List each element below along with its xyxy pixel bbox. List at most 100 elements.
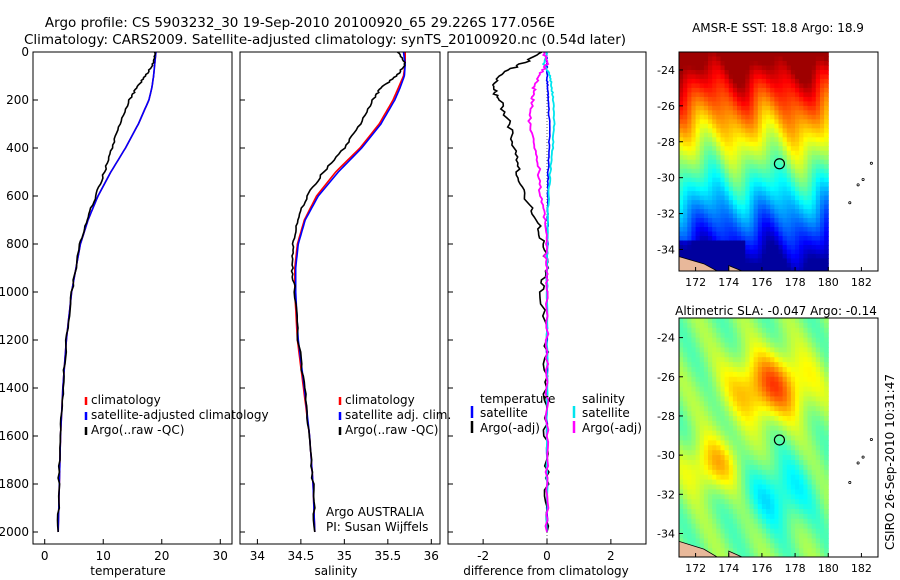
map-cell [687, 371, 692, 378]
map-cell [741, 96, 746, 102]
map-cell [708, 70, 713, 76]
map-cell [691, 123, 697, 129]
map-cell [807, 128, 813, 134]
map-cell [716, 141, 721, 147]
map-cell [803, 123, 809, 129]
map-cell [820, 236, 825, 242]
map-cell [745, 222, 750, 228]
map-cell [790, 528, 796, 535]
map-cell [737, 553, 742, 557]
map-cell [732, 342, 738, 348]
map-cell [795, 416, 800, 422]
map-cell [745, 518, 750, 525]
map-cell [745, 523, 750, 530]
map-cell [820, 420, 825, 427]
map-cell [820, 504, 825, 510]
map-cell [770, 52, 775, 58]
map-cell [695, 182, 701, 188]
map-cell [708, 332, 713, 339]
map-cell [799, 141, 804, 147]
map-cell [757, 70, 763, 76]
map-cell [757, 164, 763, 170]
map-cell [790, 258, 796, 264]
map-x-tick-label: 180 [818, 562, 839, 575]
map-cell [741, 227, 746, 233]
map-cell [807, 236, 813, 242]
map-cell [737, 518, 742, 525]
map-cell [815, 114, 821, 120]
map-cell [695, 218, 701, 224]
map-cell [795, 96, 800, 102]
map-cell [699, 173, 705, 179]
map-cell [695, 543, 701, 549]
map-y-tick-label: -30 [657, 172, 675, 185]
map-cell [737, 455, 742, 461]
map-cell [753, 469, 759, 476]
map-cell [695, 204, 701, 210]
map-cell [766, 61, 771, 67]
map-cell [815, 376, 821, 383]
map-cell [782, 146, 788, 152]
map-cell [757, 376, 763, 383]
map-cell [749, 401, 755, 407]
map-cell [807, 213, 813, 219]
map-cell [732, 469, 738, 476]
map-cell [737, 318, 742, 324]
map-cell [757, 150, 763, 156]
map-cell [753, 499, 759, 505]
map-cell [732, 381, 738, 388]
map-cell [703, 253, 709, 259]
map-cell [807, 386, 813, 393]
map-cell [807, 83, 813, 89]
map-cell [803, 132, 809, 138]
map-cell [745, 455, 750, 461]
map-cell [749, 240, 755, 246]
map-cell [774, 164, 780, 170]
map-cell [728, 543, 734, 549]
map-cell [803, 83, 809, 89]
map-cell [778, 381, 784, 388]
map-cell [712, 318, 717, 324]
map-cell [720, 209, 726, 215]
map-cell [732, 65, 738, 71]
map-cell [712, 56, 717, 62]
map-cell [720, 52, 726, 58]
map-cell [824, 267, 829, 271]
map-cell [820, 381, 825, 388]
map-cell [820, 484, 825, 490]
map-cell [757, 327, 763, 334]
map-cell [695, 440, 701, 446]
map-cell [687, 56, 692, 62]
map-cell [778, 141, 784, 147]
map-cell [687, 420, 692, 427]
map-cell [799, 553, 804, 557]
map-cell [815, 464, 821, 471]
map-cell [737, 258, 742, 264]
map-cell [757, 357, 763, 363]
map-cell [815, 513, 821, 520]
map-cell [712, 322, 717, 329]
map-cell [770, 96, 775, 102]
map-cell [695, 132, 701, 138]
map-cell [708, 101, 713, 107]
map-cell [807, 132, 813, 138]
map-cell [795, 249, 800, 255]
map-cell [761, 543, 767, 549]
map-cell [753, 114, 759, 120]
map-cell [749, 155, 755, 161]
map-cell [749, 538, 755, 544]
map-cell [712, 213, 717, 219]
map-cell [753, 87, 759, 93]
map-cell [683, 376, 688, 383]
map-cell [761, 381, 767, 388]
map-cell [712, 450, 717, 456]
map-cell [716, 420, 721, 427]
map-cell [679, 420, 684, 427]
map-cell [799, 168, 804, 174]
map-cell [807, 371, 813, 378]
map-cell [803, 222, 809, 228]
map-cell [761, 114, 767, 120]
x-tick-label: -2 [477, 549, 489, 563]
map-cell [795, 222, 800, 228]
map-cell [737, 240, 742, 246]
